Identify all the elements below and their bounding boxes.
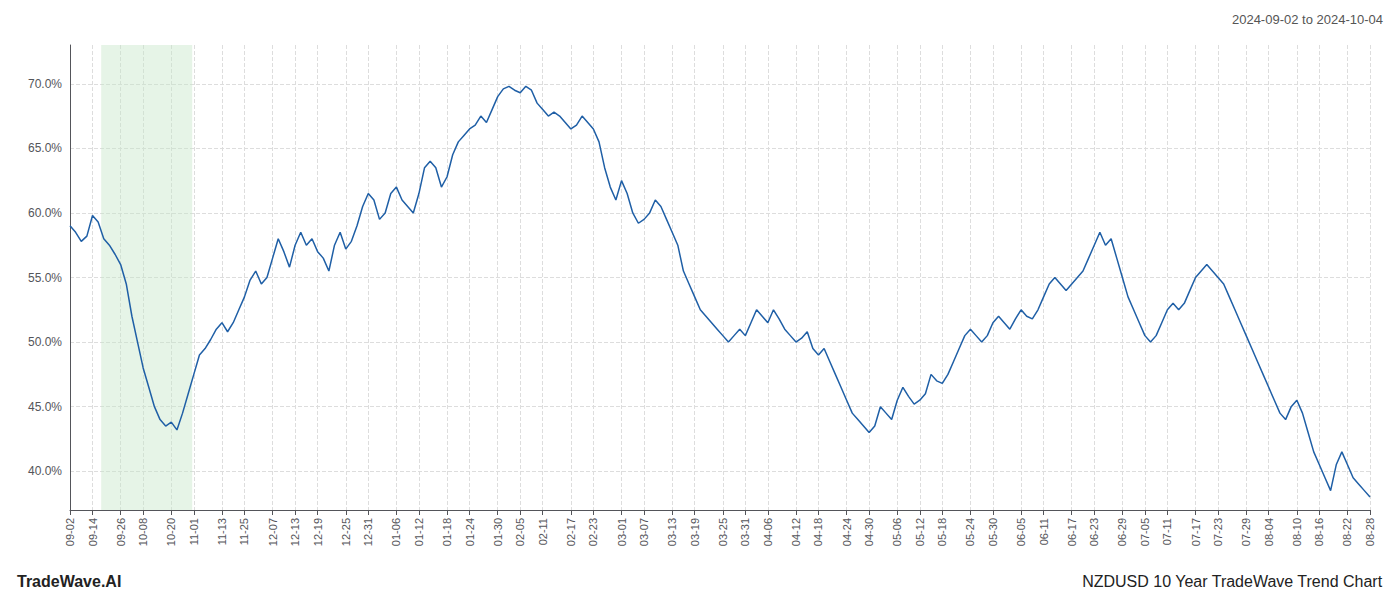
svg-text:50.0%: 50.0% [28,335,62,349]
svg-text:02-05: 02-05 [514,518,526,546]
svg-text:09-02: 09-02 [64,518,76,546]
svg-text:08-04: 08-04 [1263,518,1275,546]
svg-text:06-17: 06-17 [1066,518,1078,546]
svg-text:11-25: 11-25 [238,518,250,545]
svg-text:04-18: 04-18 [812,518,824,546]
svg-text:NZDUSD 10 Year TradeWave Trend: NZDUSD 10 Year TradeWave Trend Chart [1082,573,1383,590]
svg-text:04-30: 04-30 [863,518,875,546]
svg-text:06-11: 06-11 [1038,518,1050,545]
svg-text:2024-09-02 to 2024-10-04: 2024-09-02 to 2024-10-04 [1232,12,1383,27]
svg-text:08-22: 08-22 [1341,518,1353,546]
svg-text:12-25: 12-25 [340,518,352,546]
svg-text:02-23: 02-23 [587,518,599,546]
svg-text:70.0%: 70.0% [28,77,62,91]
svg-text:TradeWave.AI: TradeWave.AI [17,573,121,590]
svg-text:01-18: 01-18 [441,518,453,546]
svg-text:04-06: 04-06 [762,518,774,546]
svg-text:01-12: 01-12 [413,518,425,546]
svg-text:08-28: 08-28 [1364,518,1376,546]
svg-text:09-26: 09-26 [115,518,127,546]
svg-text:03-31: 03-31 [739,518,751,546]
svg-text:05-12: 05-12 [914,518,926,546]
svg-text:11-01: 11-01 [188,518,200,545]
svg-text:40.0%: 40.0% [28,464,62,478]
svg-text:08-16: 08-16 [1313,518,1325,546]
svg-text:07-11: 07-11 [1161,518,1173,545]
svg-text:10-20: 10-20 [165,518,177,546]
svg-text:07-05: 07-05 [1139,518,1151,546]
svg-text:05-18: 05-18 [936,518,948,546]
svg-text:60.0%: 60.0% [28,206,62,220]
svg-text:65.0%: 65.0% [28,141,62,155]
svg-text:03-25: 03-25 [717,518,729,546]
svg-text:01-30: 01-30 [492,518,504,546]
svg-text:02-11: 02-11 [537,518,549,545]
svg-text:03-07: 03-07 [638,518,650,546]
svg-text:01-06: 01-06 [390,518,402,546]
svg-text:01-24: 01-24 [464,518,476,546]
svg-text:12-07: 12-07 [267,518,279,546]
svg-text:04-12: 04-12 [790,518,802,546]
svg-text:08-10: 08-10 [1291,518,1303,546]
svg-text:05-30: 05-30 [987,518,999,546]
svg-text:11-13: 11-13 [216,518,228,545]
svg-text:05-24: 05-24 [964,518,976,546]
svg-text:12-19: 12-19 [312,518,324,546]
svg-text:10-08: 10-08 [137,518,149,546]
svg-text:07-17: 07-17 [1190,518,1202,546]
svg-text:03-13: 03-13 [666,518,678,546]
svg-text:04-24: 04-24 [841,518,853,546]
svg-text:09-14: 09-14 [87,518,99,546]
svg-text:06-29: 06-29 [1116,518,1128,546]
svg-text:07-23: 07-23 [1212,518,1224,546]
svg-text:12-13: 12-13 [289,518,301,546]
svg-text:05-06: 05-06 [891,518,903,546]
svg-text:06-05: 06-05 [1015,518,1027,546]
svg-text:12-31: 12-31 [362,518,374,546]
svg-text:06-23: 06-23 [1088,518,1100,546]
svg-text:02-17: 02-17 [565,518,577,546]
svg-text:45.0%: 45.0% [28,400,62,414]
svg-text:07-29: 07-29 [1240,518,1252,546]
svg-text:03-01: 03-01 [616,518,628,546]
svg-text:55.0%: 55.0% [28,271,62,285]
svg-text:03-19: 03-19 [689,518,701,546]
